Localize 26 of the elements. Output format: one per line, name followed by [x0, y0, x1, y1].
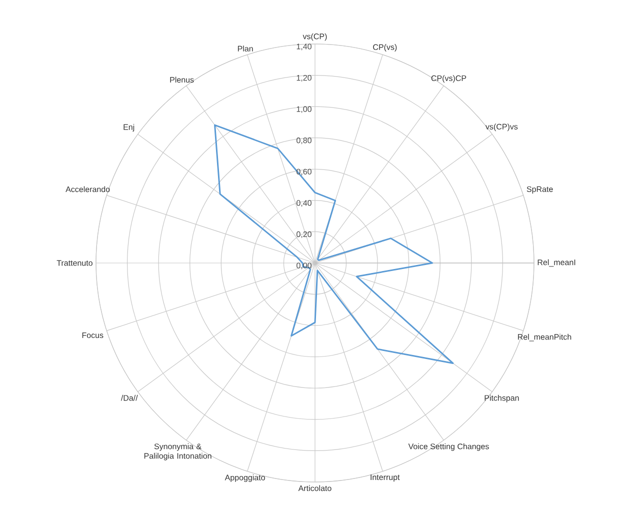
spoke-label: Plan — [238, 46, 253, 52]
spoke-label: Enj — [124, 124, 134, 132]
spoke-label: Plenus — [170, 76, 194, 83]
spoke-label: Rel_meanI — [538, 259, 576, 267]
spoke-label: Appoggiato — [224, 474, 265, 482]
y-tick-label: 1,00 — [296, 106, 312, 113]
spoke-label: CP(vs)CP — [431, 75, 466, 83]
spoke-label: vs(CP)vs — [486, 124, 518, 132]
spoke-label: Accelerando — [66, 186, 110, 192]
spoke-label: Pitchspan — [484, 394, 519, 402]
y-tick-label: 1,40 — [296, 44, 312, 50]
spoke-label: Synonymia & Palilogia Intonation — [144, 443, 212, 460]
spoke-label: Rel_meanPitch — [518, 334, 572, 342]
spoke-label: CP(vs) — [373, 44, 397, 52]
y-tick-label: 1,20 — [296, 74, 312, 82]
spoke-label: Interrupt — [370, 474, 400, 482]
spoke-label: /Da// — [120, 394, 138, 401]
spoke-label: SpRate — [526, 186, 553, 194]
spoke-label: Focus — [82, 332, 104, 338]
spoke-label: Articolato — [298, 485, 332, 492]
spoke-label: Voice Setting Changes — [408, 443, 489, 451]
y-tick-label: 0,80 — [296, 138, 312, 144]
y-tick-label: 0,40 — [296, 200, 312, 207]
spoke-label: Trattenuto — [56, 260, 92, 266]
spoke-label: vs(CP) — [302, 33, 327, 41]
y-tick-label: 0,20 — [296, 231, 312, 238]
